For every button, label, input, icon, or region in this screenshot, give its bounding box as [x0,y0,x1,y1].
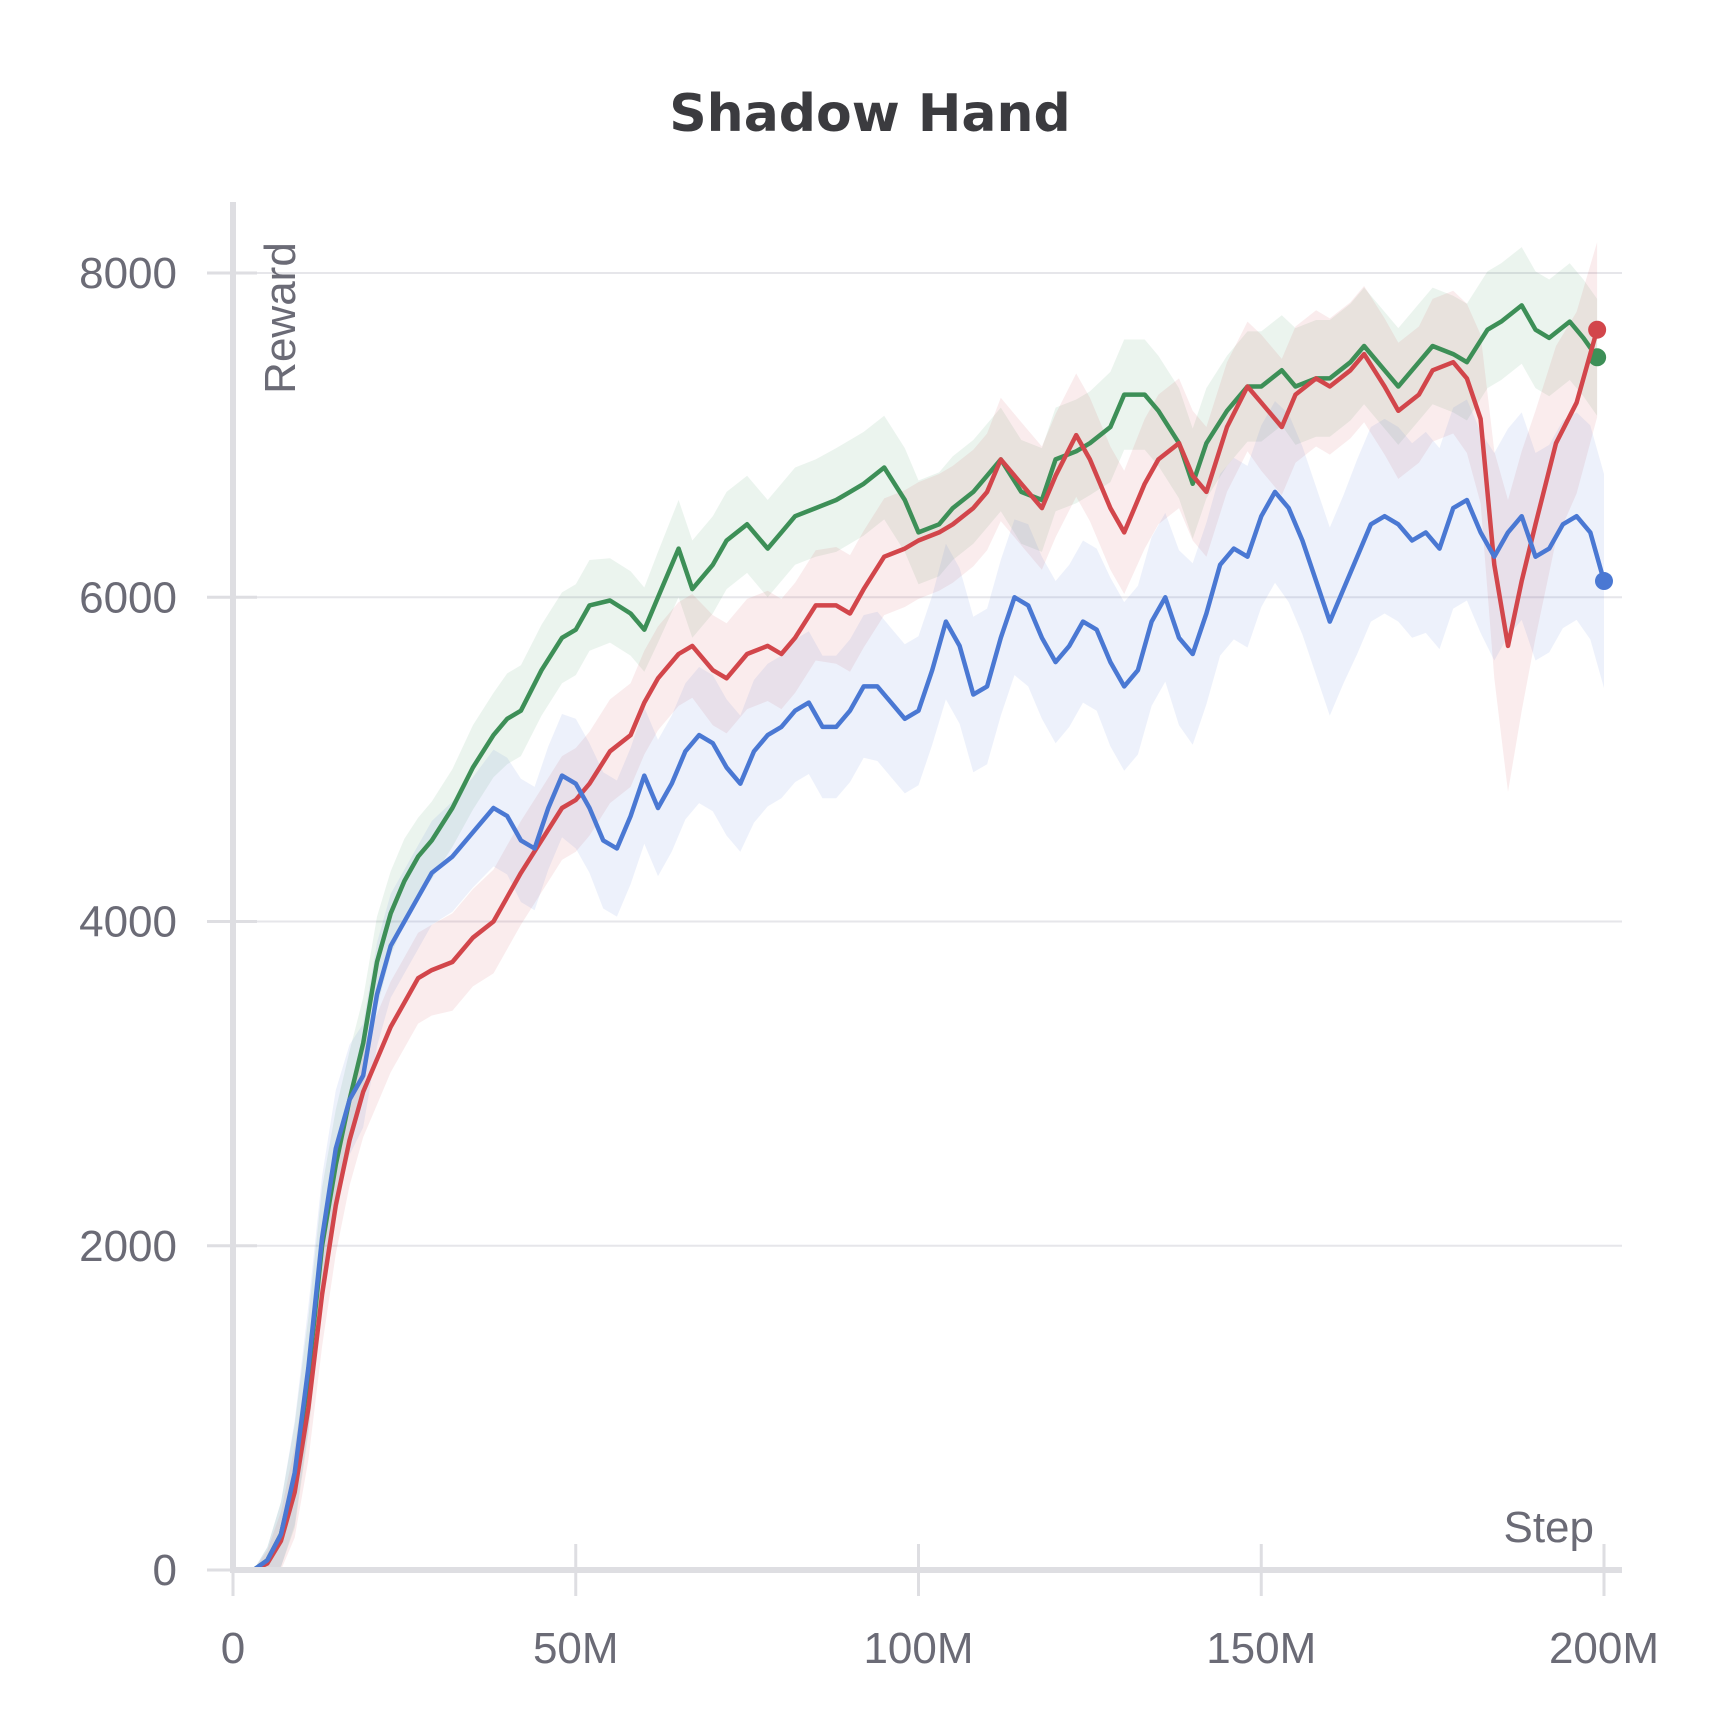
y-tick-label-1: 2000 [79,1222,177,1271]
series-2-end-point [1595,572,1613,591]
x-tick-labels: 0 50M 100M 150M 200M [221,1624,1659,1673]
y-axis-label: Reward [256,242,305,394]
y-tick-label-3: 6000 [79,573,177,622]
y-tick-labels: 0 2000 4000 6000 8000 [79,249,177,1595]
series-2-line [251,489,1607,1573]
series-1-end-point [1588,320,1607,339]
series-1-line [251,327,1600,1573]
x-tick-label-3: 150M [1206,1624,1316,1673]
y-tick-label-0: 0 [153,1546,177,1595]
gridlines [233,272,1622,1247]
series-2-band [253,399,1605,1570]
x-tick-label-2: 100M [863,1624,973,1673]
x-tick-label-0: 0 [221,1624,245,1673]
y-tick-label-4: 8000 [79,249,177,298]
series-0-line [251,303,1600,1573]
series-lines [251,303,1613,1573]
series-0-band [253,247,1598,1571]
x-tick-label-4: 200M [1549,1624,1659,1673]
axes [207,202,1622,1596]
x-tick-label-1: 50M [533,1624,619,1673]
variance-bands [253,242,1605,1571]
y-tick-label-2: 4000 [79,898,177,947]
chart-title: Shadow Hand [669,84,1071,144]
x-axis-label: Step [1503,1503,1594,1552]
